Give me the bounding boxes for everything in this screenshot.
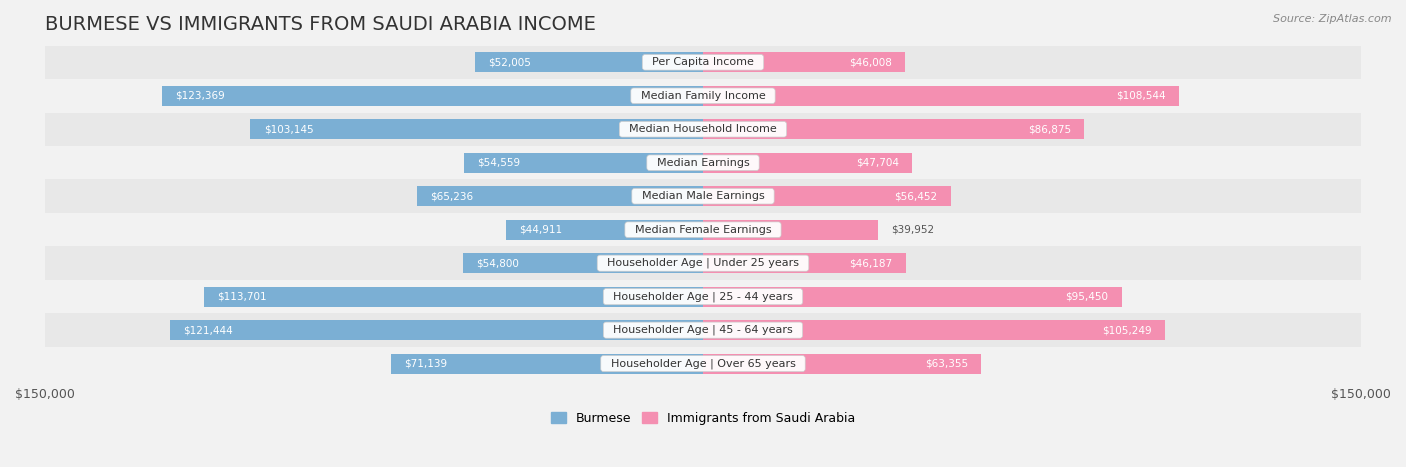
- Text: $105,249: $105,249: [1102, 325, 1152, 335]
- Text: Median Male Earnings: Median Male Earnings: [634, 191, 772, 201]
- Bar: [204, 287, 703, 307]
- Text: $39,952: $39,952: [891, 225, 935, 235]
- Bar: [703, 219, 879, 240]
- Legend: Burmese, Immigrants from Saudi Arabia: Burmese, Immigrants from Saudi Arabia: [546, 407, 860, 430]
- Bar: [703, 354, 981, 374]
- Bar: [703, 186, 950, 206]
- Text: $54,559: $54,559: [477, 158, 520, 168]
- Bar: [703, 153, 912, 173]
- Text: $65,236: $65,236: [430, 191, 472, 201]
- Text: $95,450: $95,450: [1066, 292, 1108, 302]
- Bar: [506, 219, 703, 240]
- Bar: [703, 119, 1084, 139]
- Text: Median Female Earnings: Median Female Earnings: [627, 225, 779, 235]
- Text: Per Capita Income: Per Capita Income: [645, 57, 761, 67]
- Text: $63,355: $63,355: [925, 359, 967, 368]
- Bar: [464, 153, 703, 173]
- Bar: [45, 313, 1361, 347]
- Text: Median Earnings: Median Earnings: [650, 158, 756, 168]
- Bar: [250, 119, 703, 139]
- Text: $113,701: $113,701: [218, 292, 267, 302]
- Bar: [703, 86, 1180, 106]
- Bar: [45, 46, 1361, 79]
- Text: $71,139: $71,139: [404, 359, 447, 368]
- Bar: [162, 86, 703, 106]
- Text: $56,452: $56,452: [894, 191, 938, 201]
- Bar: [45, 213, 1361, 247]
- Bar: [45, 146, 1361, 179]
- Text: $47,704: $47,704: [856, 158, 898, 168]
- Bar: [703, 287, 1122, 307]
- Text: $44,911: $44,911: [519, 225, 562, 235]
- Text: $46,008: $46,008: [849, 57, 891, 67]
- Bar: [45, 247, 1361, 280]
- Bar: [475, 52, 703, 72]
- Text: Householder Age | 45 - 64 years: Householder Age | 45 - 64 years: [606, 325, 800, 335]
- Text: $123,369: $123,369: [174, 91, 225, 101]
- Bar: [45, 179, 1361, 213]
- Bar: [391, 354, 703, 374]
- Text: Householder Age | Under 25 years: Householder Age | Under 25 years: [600, 258, 806, 269]
- Bar: [703, 52, 905, 72]
- Text: Householder Age | 25 - 44 years: Householder Age | 25 - 44 years: [606, 291, 800, 302]
- Bar: [45, 280, 1361, 313]
- Bar: [45, 113, 1361, 146]
- Bar: [416, 186, 703, 206]
- Text: BURMESE VS IMMIGRANTS FROM SAUDI ARABIA INCOME: BURMESE VS IMMIGRANTS FROM SAUDI ARABIA …: [45, 15, 596, 34]
- Text: $86,875: $86,875: [1028, 124, 1071, 134]
- Bar: [170, 320, 703, 340]
- Text: Householder Age | Over 65 years: Householder Age | Over 65 years: [603, 358, 803, 369]
- Text: Source: ZipAtlas.com: Source: ZipAtlas.com: [1274, 14, 1392, 24]
- Text: $103,145: $103,145: [264, 124, 314, 134]
- Text: Median Family Income: Median Family Income: [634, 91, 772, 101]
- Text: $54,800: $54,800: [475, 258, 519, 268]
- Bar: [703, 320, 1164, 340]
- Bar: [45, 79, 1361, 113]
- Text: $121,444: $121,444: [183, 325, 233, 335]
- Bar: [45, 347, 1361, 380]
- Text: $108,544: $108,544: [1116, 91, 1166, 101]
- Text: $46,187: $46,187: [849, 258, 893, 268]
- Text: $52,005: $52,005: [488, 57, 531, 67]
- Bar: [463, 253, 703, 273]
- Text: Median Household Income: Median Household Income: [621, 124, 785, 134]
- Bar: [703, 253, 905, 273]
